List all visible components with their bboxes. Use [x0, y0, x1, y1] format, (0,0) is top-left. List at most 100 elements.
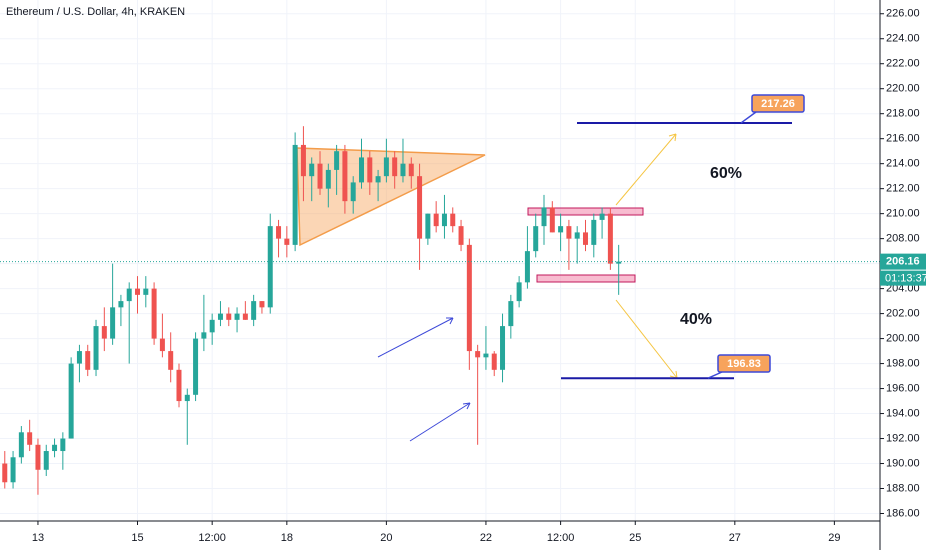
y-tick-label: 216.00	[886, 133, 920, 145]
x-tick-label: 29	[828, 532, 840, 544]
range-bottom	[536, 274, 636, 283]
candles	[0, 126, 880, 495]
y-tick-label: 194.00	[886, 407, 920, 419]
x-tick-label: 15	[131, 532, 143, 544]
candle-body	[541, 207, 547, 227]
x-tick-label: 27	[729, 532, 741, 544]
candle-body	[27, 432, 33, 445]
candle-body	[126, 288, 132, 302]
candle-body	[408, 163, 414, 177]
candle-body	[85, 351, 91, 370]
candle-body	[135, 288, 141, 295]
candle-body	[176, 369, 182, 402]
candle-body	[458, 226, 464, 245]
candle-body	[101, 326, 107, 339]
candle-body	[425, 213, 431, 239]
candle-body	[616, 261, 622, 264]
candle-body	[309, 163, 315, 177]
candle-body	[483, 353, 489, 358]
y-tick-label: 192.00	[886, 432, 920, 444]
arrow-head	[462, 402, 471, 410]
x-tick-label: 20	[380, 532, 392, 544]
y-tick-label: 188.00	[886, 482, 920, 494]
candle-body	[276, 226, 282, 239]
candle-body	[52, 444, 58, 452]
candle-body	[350, 182, 356, 202]
annotation: 60%	[710, 165, 742, 182]
candle-body	[375, 176, 381, 183]
x-tick-label: 25	[629, 532, 641, 544]
callout-box	[717, 354, 771, 373]
y-tick-label: 226.00	[886, 8, 920, 20]
y-tick-label: 198.00	[886, 357, 920, 369]
candle-body	[433, 213, 439, 227]
candle-body	[599, 213, 605, 220]
y-tick-label: 218.00	[886, 108, 920, 120]
y-tick-label: 214.00	[886, 158, 920, 170]
candle-body	[558, 226, 564, 233]
y-tick-label: 190.00	[886, 457, 920, 469]
candle-body	[383, 157, 389, 177]
candle-body	[334, 151, 340, 170]
y-tick-label: 224.00	[886, 33, 920, 45]
candle-body	[68, 363, 74, 439]
projection-down	[615, 299, 678, 379]
range-top	[527, 207, 644, 216]
arrow-head	[668, 133, 677, 142]
candle-body	[118, 301, 124, 308]
candle-body	[267, 226, 273, 308]
candle-body	[591, 219, 597, 245]
candle-body	[342, 151, 348, 202]
candle-body	[284, 238, 290, 245]
annotation: 40%	[680, 311, 712, 328]
y-tick-label: 202.00	[886, 308, 920, 320]
candle-body	[43, 451, 49, 470]
blue-arrow	[409, 402, 471, 442]
candle-body	[184, 394, 190, 402]
grid	[0, 0, 880, 521]
last-price-label: 206.16	[886, 256, 920, 268]
candle-body	[441, 213, 447, 227]
candle-body	[516, 282, 522, 302]
candle-body	[607, 213, 613, 264]
candle-body	[549, 207, 555, 233]
x-tick-label: 13	[32, 532, 44, 544]
callout-box	[751, 94, 805, 113]
candle-body	[201, 332, 207, 339]
callout-label: 217.26	[761, 98, 795, 110]
candle-body	[234, 313, 240, 320]
candle-body	[226, 313, 232, 320]
candle-body	[217, 313, 223, 320]
y-tick-label: 196.00	[886, 382, 920, 394]
y-tick-label: 220.00	[886, 83, 920, 95]
candle-body	[209, 319, 215, 333]
candle-body	[2, 463, 8, 483]
candle-body	[18, 432, 24, 458]
last-price-tag	[880, 253, 926, 270]
callout-pointer	[740, 111, 757, 124]
candle-body	[400, 163, 406, 177]
y-tick-label: 212.00	[886, 183, 920, 195]
y-tick-label: 208.00	[886, 233, 920, 245]
candle-body	[450, 213, 456, 227]
candle-body	[93, 326, 99, 370]
candle-body	[193, 338, 199, 395]
candle-body	[317, 163, 323, 189]
candle-body	[491, 353, 497, 370]
candle-body	[251, 301, 257, 320]
y-tick-label: 200.00	[886, 332, 920, 344]
x-tick-label: 22	[480, 532, 492, 544]
candle-body	[574, 232, 580, 239]
countdown-label: 01:13:37	[885, 273, 928, 285]
candle-body	[159, 338, 165, 352]
candle-body	[143, 288, 149, 295]
candle-body	[508, 301, 514, 327]
projection-up	[615, 133, 677, 206]
candle-body	[475, 351, 481, 358]
countdown-tag	[880, 270, 926, 286]
candle-body	[76, 351, 82, 364]
candle-body	[151, 288, 157, 339]
candle-body	[168, 351, 174, 370]
blue-arrow	[377, 317, 454, 358]
